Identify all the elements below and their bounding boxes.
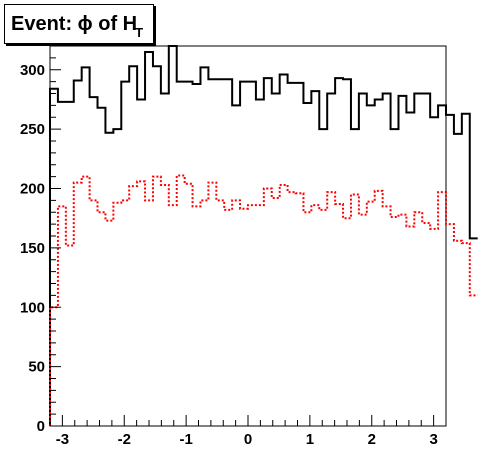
chart-title: Event: ϕ of HT bbox=[11, 13, 145, 40]
y-tick-label: 150 bbox=[20, 240, 45, 257]
plot-frame bbox=[49, 45, 447, 427]
x-tick-label: 2 bbox=[368, 431, 376, 448]
chart-title-subscript: T bbox=[135, 25, 144, 40]
y-tick-label: 50 bbox=[28, 359, 45, 376]
chart-title-main: Event: ϕ of H bbox=[11, 13, 138, 35]
x-tick-label: -3 bbox=[56, 431, 69, 448]
x-tick-label: 1 bbox=[306, 431, 314, 448]
y-tick-label: 200 bbox=[20, 181, 45, 198]
x-tick-label: 3 bbox=[429, 431, 437, 448]
y-tick-label: 250 bbox=[20, 121, 45, 138]
y-tick-label: 0 bbox=[37, 418, 45, 435]
histogram-series-1 bbox=[49, 45, 478, 426]
y-tick-label: 100 bbox=[20, 299, 45, 316]
histogram-series-2 bbox=[49, 174, 478, 426]
y-tick-label: 300 bbox=[20, 62, 45, 79]
x-tick-label: -2 bbox=[118, 431, 131, 448]
chart-title-box: Event: ϕ of HT bbox=[4, 4, 154, 44]
x-tick-label: 0 bbox=[244, 431, 252, 448]
x-tick-label: -1 bbox=[179, 431, 192, 448]
